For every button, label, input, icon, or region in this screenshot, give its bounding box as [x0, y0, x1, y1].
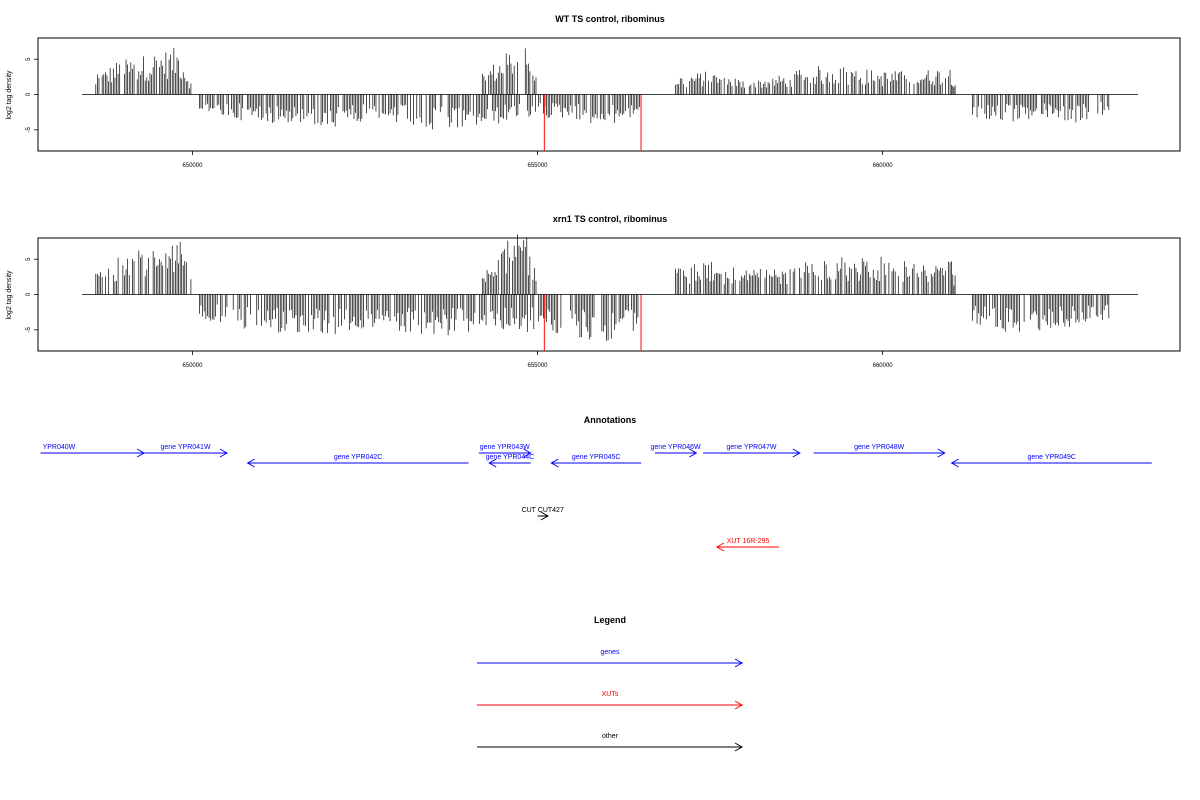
legend-item: other [477, 733, 744, 752]
legend-title: Legend [594, 615, 626, 625]
y-tick-label: 0 [26, 292, 32, 296]
arrow-head-icon [523, 448, 532, 458]
y-axis-label: log2 tag density [6, 70, 13, 120]
feature-label: gene YPR049C [1027, 454, 1076, 461]
annotation-feature: gene YPR043W [478, 444, 532, 458]
feature-label: gene YPR045C [572, 454, 621, 461]
annotation-feature: gene YPR047W [703, 444, 801, 458]
track-title: xrn1 TS control, ribominus [553, 214, 668, 224]
track-title: WT TS control, ribominus [555, 14, 665, 24]
arrow-head-icon [734, 742, 744, 752]
x-tick-label: 660000 [873, 163, 894, 169]
x-tick-label: 660000 [873, 363, 894, 369]
legend-label: XUTs [602, 691, 619, 698]
legend-label: other [602, 733, 619, 740]
bar-series [95, 48, 1110, 151]
x-tick-label: 655000 [528, 363, 549, 369]
annotations-track: Annotations YPR040W gene YPR041W gene YPR0… [40, 415, 1152, 552]
y-tick-label: -5 [26, 326, 32, 332]
arrow-head-icon [792, 448, 801, 458]
legend-item: XUTs [477, 691, 744, 710]
y-axis-label: log2 tag density [6, 270, 13, 320]
y-axis: -5 0 5 [26, 57, 38, 132]
arrow-head-icon [937, 448, 946, 458]
feature-label: XUT 16R-295 [727, 538, 770, 545]
y-tick-label: 5 [26, 57, 32, 61]
track-xrn1-ts-control: xrn1 TS control, ribominus log2 tag dens… [6, 214, 1181, 369]
annotation-feature: XUT 16R-295 [715, 538, 780, 552]
bar-series [95, 234, 1110, 351]
x-tick-label: 655000 [528, 163, 549, 169]
feature-label: YPR040W [43, 444, 76, 451]
arrow-head-icon [950, 458, 959, 468]
feature-label: gene YPR044C [486, 454, 535, 461]
arrow-head-icon [734, 658, 744, 668]
feature-label: gene YPR048W [854, 444, 904, 451]
annotation-feature: gene YPR041W [144, 444, 228, 458]
y-tick-label: 0 [26, 92, 32, 96]
feature-label: gene YPR041W [160, 444, 210, 451]
annotation-feature: YPR040W [40, 444, 146, 458]
arrow-head-icon [540, 511, 549, 521]
annotation-feature: CUT CUT427 [522, 507, 564, 521]
track-wt-ts-control: WT TS control, ribominus log2 tag densit… [6, 14, 1181, 169]
arrow-head-icon [689, 448, 698, 458]
feature-label: CUT CUT427 [522, 507, 564, 514]
feature-label: gene YPR046W [651, 444, 701, 451]
legend-item: genes [477, 649, 744, 668]
x-tick-label: 650000 [182, 363, 203, 369]
arrow-head-icon [246, 458, 255, 468]
annotation-features: YPR040W gene YPR041W gene YPR042C gene YPR0… [40, 444, 1152, 552]
feature-label: gene YPR043W [480, 444, 530, 451]
y-tick-label: -5 [26, 126, 32, 132]
x-axis: 650000 655000 660000 [182, 151, 893, 169]
legend-label: genes [600, 649, 620, 656]
arrow-head-icon [219, 448, 228, 458]
feature-label: gene YPR042C [334, 454, 383, 461]
y-tick-label: 5 [26, 257, 32, 261]
legend: Legend genes XUTs other [477, 615, 744, 752]
x-axis: 650000 655000 660000 [182, 351, 893, 369]
annotation-feature: gene YPR048W [813, 444, 946, 458]
annotation-feature: gene YPR044C [486, 454, 535, 468]
arrow-head-icon [734, 700, 744, 710]
annotations-title: Annotations [584, 415, 637, 425]
arrow-head-icon [715, 542, 725, 552]
annotation-feature: gene YPR049C [950, 454, 1152, 468]
legend-items: genes XUTs other [477, 649, 744, 752]
x-tick-label: 650000 [182, 163, 203, 169]
y-axis: -5 0 5 [26, 257, 38, 332]
arrow-head-icon [488, 458, 497, 468]
feature-label: gene YPR047W [726, 444, 776, 451]
annotation-feature: gene YPR042C [246, 454, 469, 468]
arrow-head-icon [550, 458, 559, 468]
annotation-feature: gene YPR046W [651, 444, 701, 458]
annotation-feature: gene YPR045C [550, 454, 642, 468]
